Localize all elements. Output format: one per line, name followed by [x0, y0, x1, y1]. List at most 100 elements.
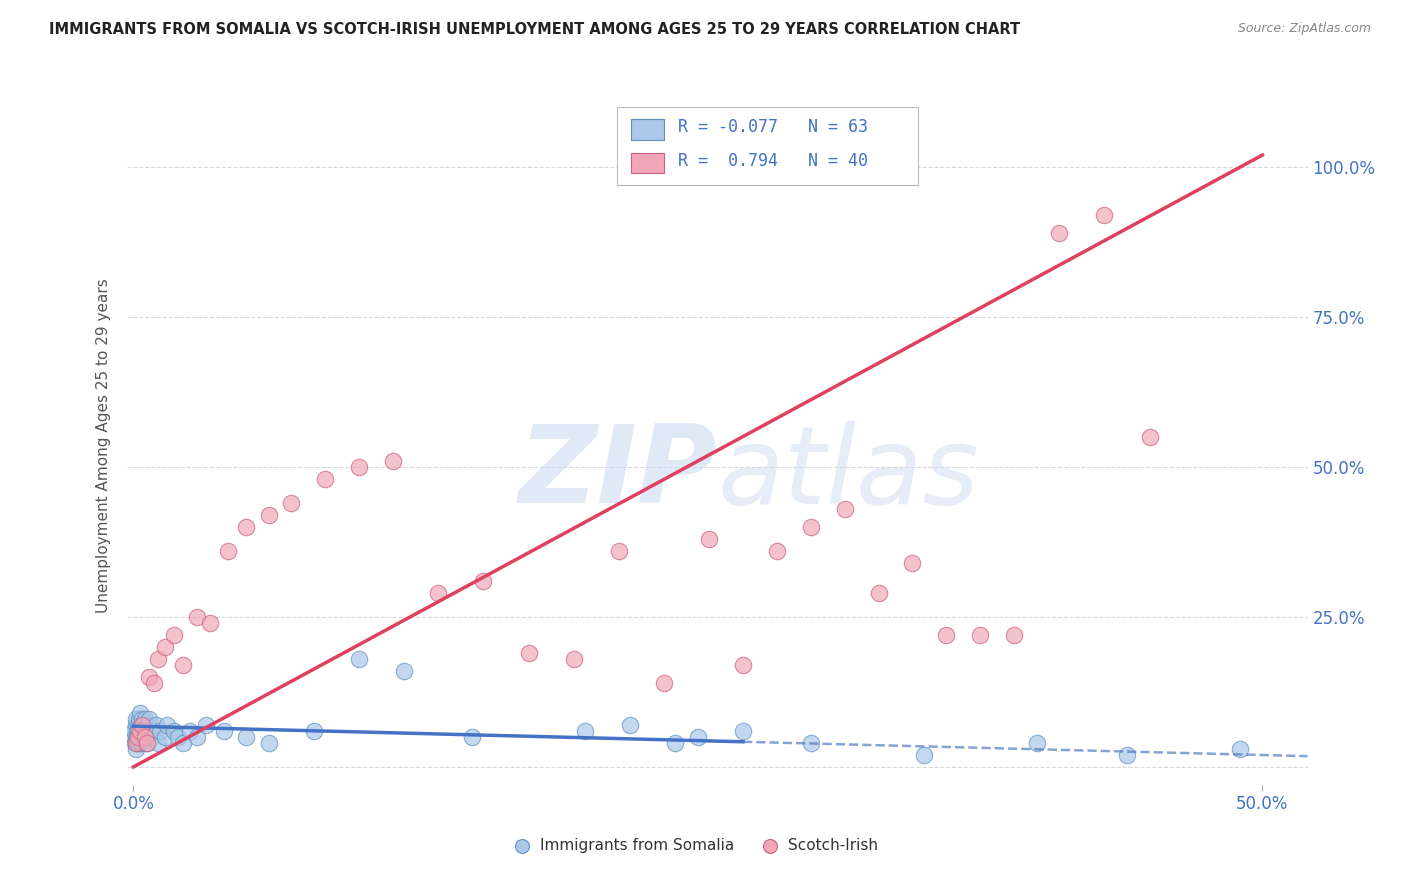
Point [186, 610, 208, 624]
Point [129, 706, 152, 720]
Point [217, 544, 239, 558]
Point [574, 723, 596, 738]
Point [1092, 208, 1115, 222]
Point [1002, 628, 1025, 642]
Point [194, 718, 217, 732]
Point [1353, 814, 1375, 828]
Point [1047, 226, 1070, 240]
Point [127, 736, 149, 750]
Point [382, 454, 405, 468]
Text: Source: ZipAtlas.com: Source: ZipAtlas.com [1237, 22, 1371, 36]
Text: R = -0.077   N = 63: R = -0.077 N = 63 [678, 119, 868, 136]
Point [257, 508, 280, 522]
Point [619, 718, 641, 732]
Text: R =  0.794   N = 40: R = 0.794 N = 40 [678, 153, 868, 170]
Point [394, 664, 416, 678]
Point [129, 723, 152, 738]
Point [141, 730, 163, 744]
Point [127, 723, 149, 738]
Point [347, 652, 370, 666]
Point [146, 736, 169, 750]
Point [172, 657, 194, 672]
Point [153, 730, 176, 744]
Point [314, 472, 336, 486]
Point [235, 520, 257, 534]
Point [132, 730, 155, 744]
Point [132, 718, 155, 732]
Point [125, 730, 148, 744]
Point [138, 670, 160, 684]
Point [153, 640, 176, 654]
Point [731, 657, 754, 672]
Point [800, 520, 823, 534]
Point [129, 730, 152, 744]
Point [731, 723, 754, 738]
Point [131, 718, 153, 732]
Point [142, 676, 165, 690]
Bar [631, 153, 664, 173]
Point [868, 586, 890, 600]
Point [125, 712, 148, 726]
Point [912, 747, 935, 762]
Text: atlas: atlas [717, 421, 979, 525]
Point [472, 574, 495, 588]
Point [127, 730, 149, 744]
Point [347, 460, 370, 475]
Point [766, 544, 789, 558]
Point [131, 712, 153, 726]
Point [562, 652, 585, 666]
Point [901, 556, 924, 570]
Point [124, 723, 146, 738]
Point [1229, 742, 1251, 756]
Point [198, 615, 221, 630]
Point [129, 723, 152, 738]
Point [163, 723, 186, 738]
Point [134, 730, 156, 744]
Point [134, 712, 156, 726]
Point [124, 736, 146, 750]
Point [969, 628, 991, 642]
Point [427, 586, 450, 600]
Point [138, 723, 160, 738]
Point [607, 544, 630, 558]
Point [131, 736, 153, 750]
Point [302, 723, 325, 738]
Point [800, 736, 823, 750]
Point [131, 723, 153, 738]
Point [125, 736, 148, 750]
Point [127, 730, 149, 744]
Point [686, 730, 709, 744]
Point [280, 496, 302, 510]
Y-axis label: Unemployment Among Ages 25 to 29 years: Unemployment Among Ages 25 to 29 years [96, 278, 111, 614]
Point [149, 723, 172, 738]
Point [1025, 736, 1047, 750]
Point [179, 723, 201, 738]
Bar [631, 120, 664, 139]
Point [172, 736, 194, 750]
Point [124, 736, 146, 750]
Point [212, 723, 235, 738]
Point [652, 676, 675, 690]
Text: IMMIGRANTS FROM SOMALIA VS SCOTCH-IRISH UNEMPLOYMENT AMONG AGES 25 TO 29 YEARS C: IMMIGRANTS FROM SOMALIA VS SCOTCH-IRISH … [49, 22, 1021, 37]
Point [146, 652, 169, 666]
Text: Immigrants from Somalia: Immigrants from Somalia [540, 838, 734, 854]
Point [129, 736, 152, 750]
Point [834, 502, 856, 516]
Point [135, 736, 157, 750]
Point [235, 730, 257, 744]
Point [125, 723, 148, 738]
Point [167, 730, 190, 744]
Point [517, 646, 540, 660]
Point [122, 730, 145, 744]
Point [134, 736, 156, 750]
Point [124, 742, 146, 756]
Point [129, 718, 152, 732]
Point [1139, 430, 1161, 444]
Point [697, 532, 720, 546]
Point [186, 730, 208, 744]
Point [134, 723, 156, 738]
Point [128, 712, 150, 726]
Point [879, 814, 901, 828]
Point [156, 718, 179, 732]
Point [135, 730, 157, 744]
